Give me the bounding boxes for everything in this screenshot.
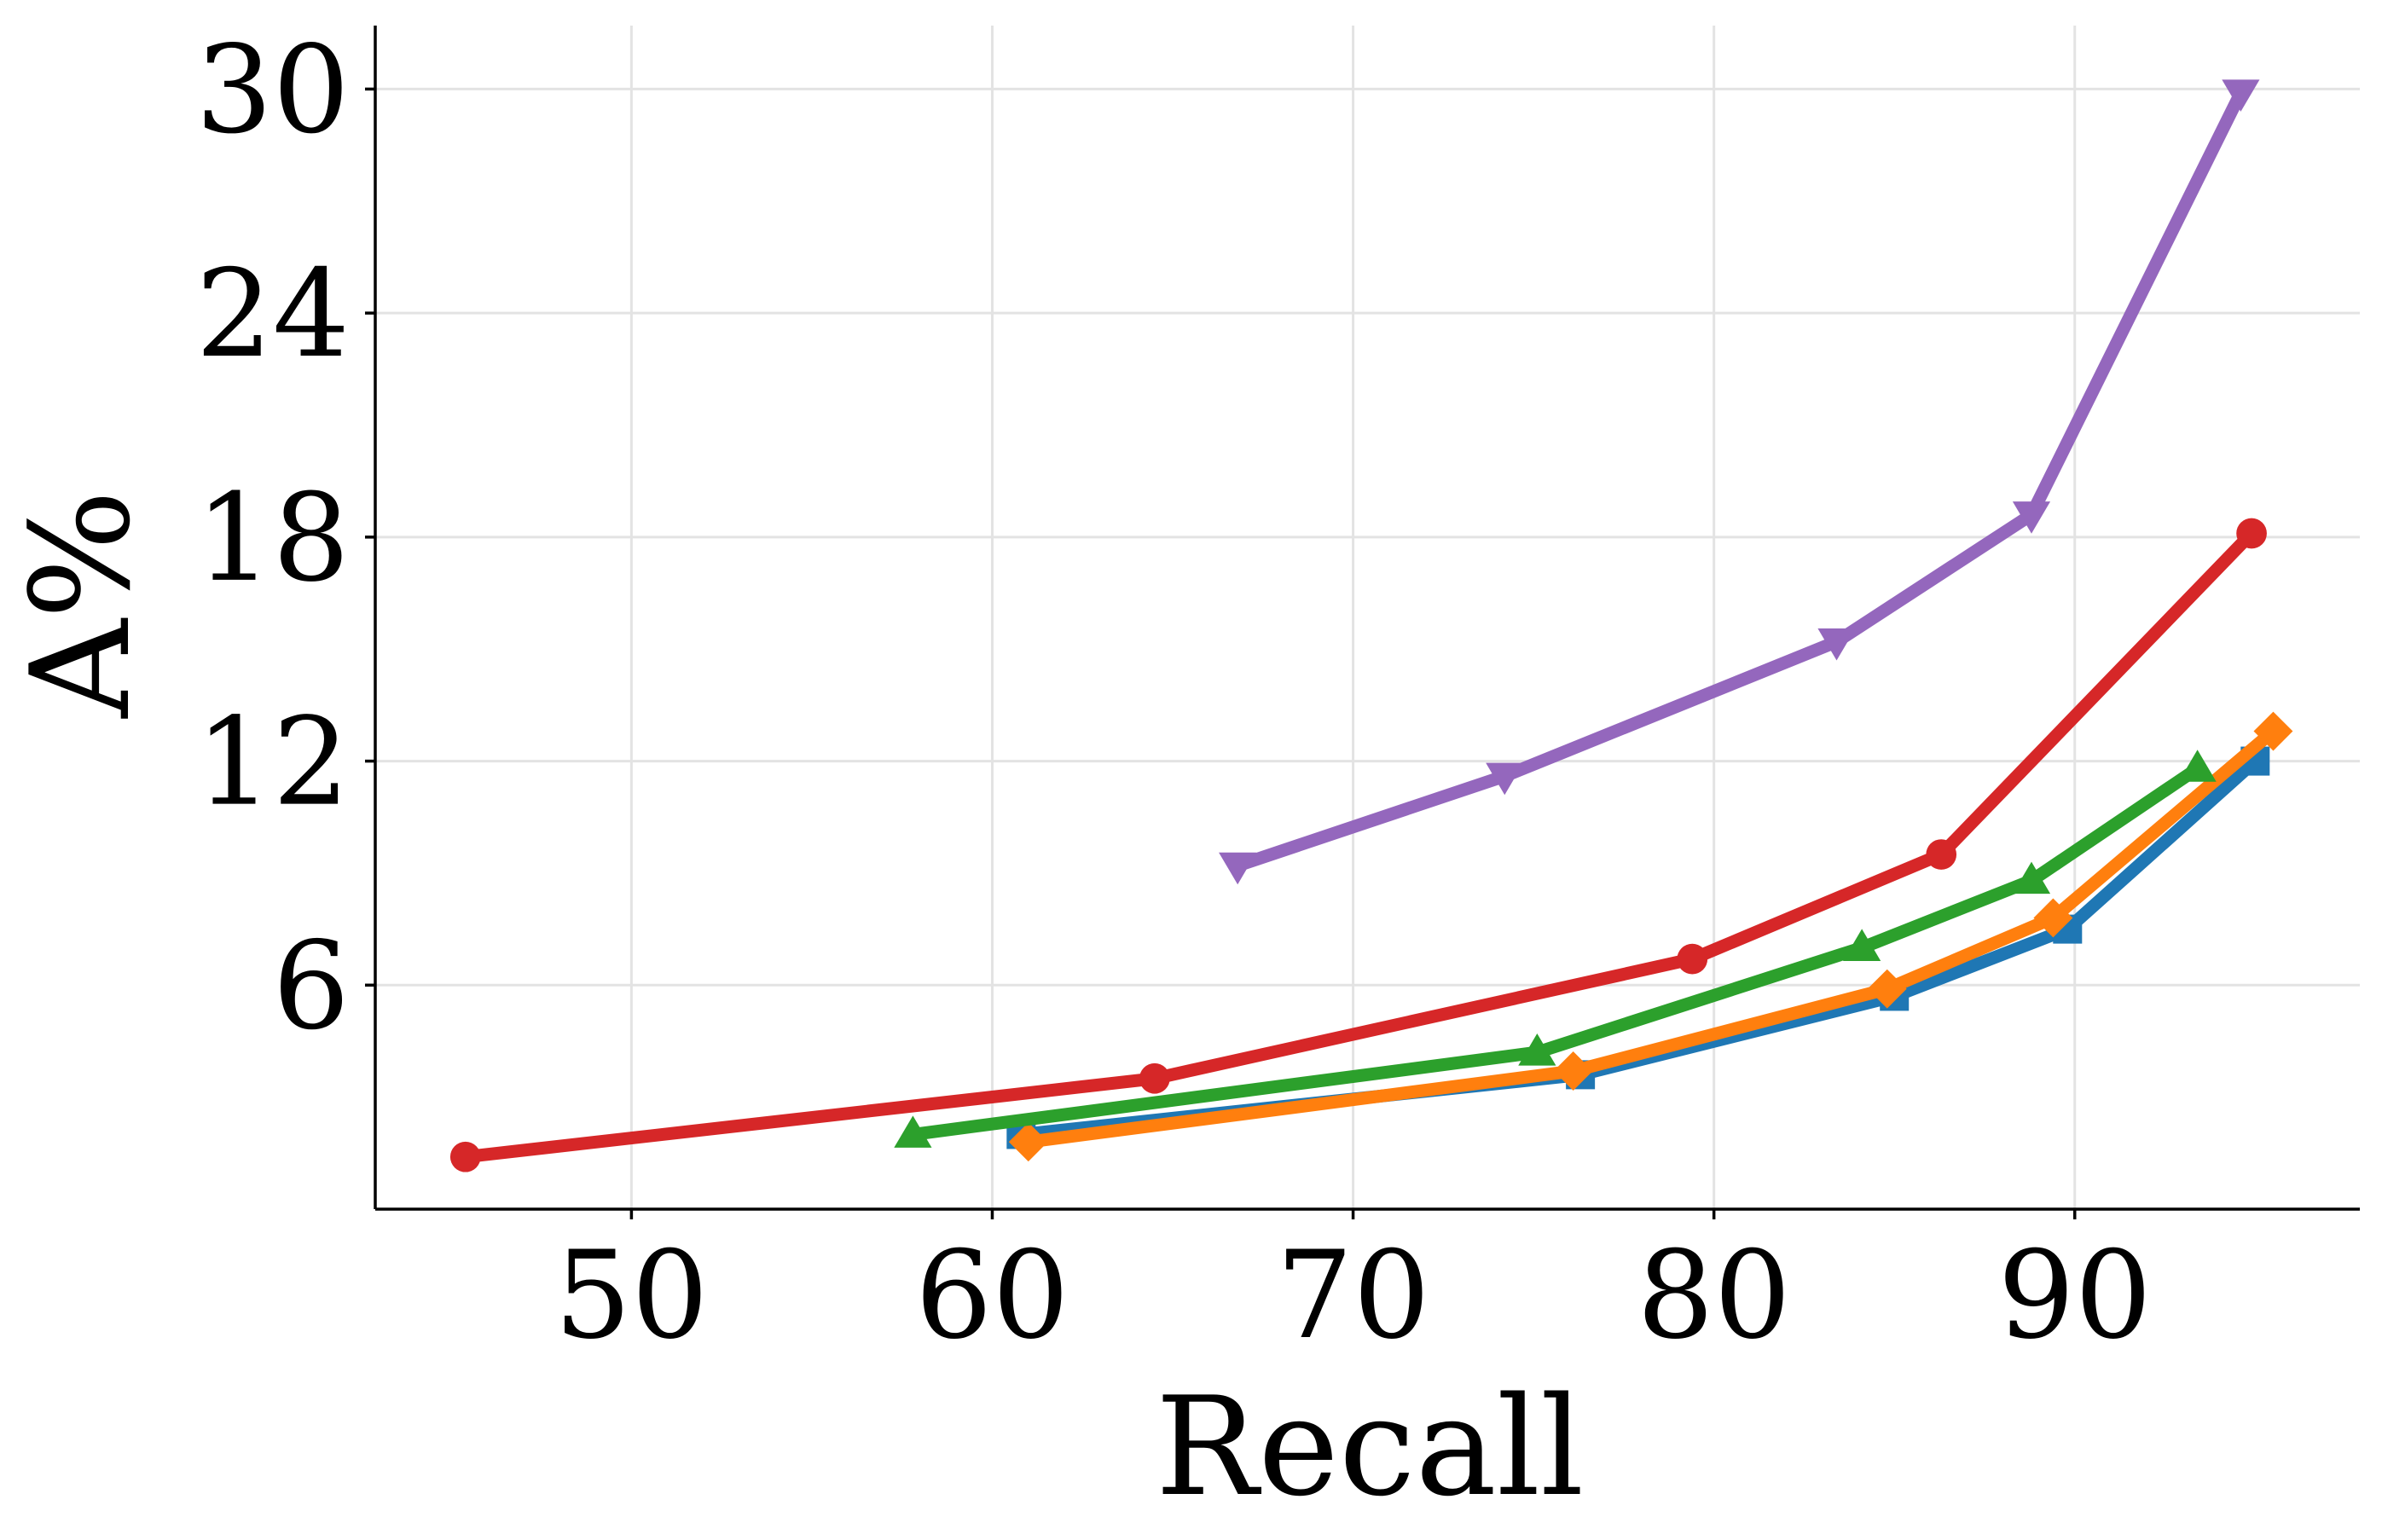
data-point [1926,839,1957,870]
series-4 [449,518,2267,1172]
data-point [1008,1122,1048,1162]
data-point [1139,1062,1170,1094]
series-line [1022,725,2280,1149]
series-3 [894,750,2217,1148]
data-point [2222,79,2260,112]
data-point [2033,898,2073,938]
data-point [2012,861,2051,894]
data-point [2236,518,2267,549]
axes: 50 60 70 80 90 6 12 18 24 30 [195,20,2360,1366]
data-point [1518,1033,1556,1066]
x-tick-label: 50 [554,1225,709,1366]
data-point [1817,628,1856,661]
x-tick-label: 80 [1637,1225,1791,1366]
series-line [459,527,2258,1164]
data-point [2253,711,2293,751]
y-axis-title: A% [1,489,160,719]
data-point [1553,1051,1593,1091]
data-point [2178,750,2217,782]
x-axis-title: Recall [1156,1367,1585,1526]
series-1 [1006,746,2270,1149]
data-point [2012,501,2051,534]
data-point [1486,762,1524,796]
data-point [894,1115,932,1148]
series-line [1014,755,2262,1141]
series-5 [1219,79,2260,885]
y-tick-label: 24 [195,244,350,385]
series-line [1231,86,2247,872]
y-tick-label: 12 [195,692,350,833]
y-tick-label: 6 [273,916,350,1057]
x-tick-label: 60 [915,1225,1069,1366]
y-tick-label: 18 [195,468,350,609]
grid [375,26,2360,1209]
y-tick-label: 30 [195,20,350,160]
data-point [1867,969,1907,1009]
data-point [1677,943,1708,975]
data-point [1843,929,1881,961]
data-point [449,1141,481,1172]
data-point [1219,852,1257,885]
x-tick-label: 90 [1997,1225,2152,1366]
series-2 [1008,711,2293,1162]
series-group [449,79,2293,1172]
x-tick-label: 70 [1276,1225,1430,1366]
